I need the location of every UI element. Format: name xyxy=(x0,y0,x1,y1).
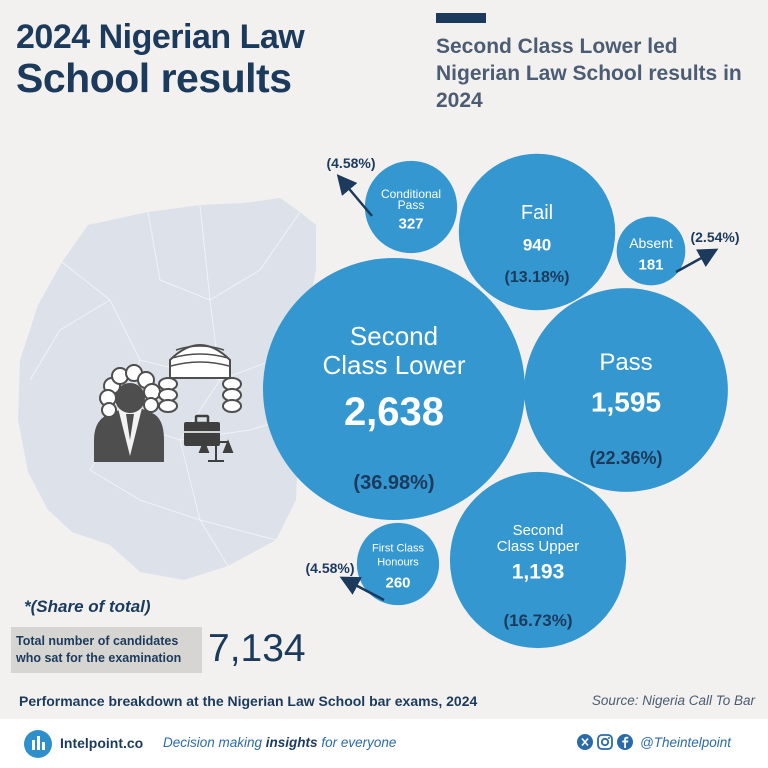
callout-share: (4.58%) xyxy=(305,560,354,576)
bubble-pass: Pass 1,595 (22.36%) xyxy=(524,288,728,492)
bubble-label: Conditional xyxy=(381,187,441,201)
bubble-label: Class Upper xyxy=(497,538,580,555)
bubble-share: (22.36%) xyxy=(589,448,662,468)
total-label-line1: Total number of candidates xyxy=(16,634,179,648)
accent-bar xyxy=(436,13,486,23)
bubble-absent: Absent 181 xyxy=(616,216,686,286)
main-title-line2: School results xyxy=(16,55,292,101)
bubble-label: Pass xyxy=(599,349,652,376)
bubble-value: 327 xyxy=(398,215,423,232)
main-title-line1: 2024 Nigerian Law xyxy=(16,18,305,56)
main-title: 2024 Nigerian Law School results xyxy=(16,18,305,101)
callout-share: (4.58%) xyxy=(326,155,375,171)
bubble-label: Class Lower xyxy=(322,350,465,380)
bubble-circle xyxy=(356,522,440,606)
judge-wig-icon xyxy=(158,344,242,413)
callout-arrow xyxy=(339,576,385,602)
scales-icon xyxy=(198,438,234,462)
bubble-label: Honours xyxy=(377,556,419,568)
total-value: 7,134 xyxy=(208,627,306,670)
bubble-value: 940 xyxy=(523,235,551,254)
chart-caption: Performance breakdown at the Nigerian La… xyxy=(19,693,478,709)
social-handle[interactable]: @Theintelpoint xyxy=(640,735,732,750)
tagline-highlight: insights xyxy=(265,735,318,750)
bubble-circle xyxy=(458,153,616,311)
bubble-label: Fail xyxy=(521,202,553,224)
tagline-pre: Decision making xyxy=(163,735,266,750)
brand-name[interactable]: Intelpoint.co xyxy=(60,735,144,751)
bubble-label: Second xyxy=(513,522,564,539)
tagline-post: for everyone xyxy=(317,735,397,750)
bubble-circle xyxy=(449,471,627,649)
bubble-label: Absent xyxy=(629,235,673,251)
bubble-share: (36.98%) xyxy=(353,472,434,494)
share-note: *(Share of total) xyxy=(24,597,151,616)
total-label: Total number of candidates who sat for t… xyxy=(11,627,202,673)
share-callouts: (4.58%) (4.58%) (2.54%) xyxy=(305,155,740,602)
total-label-line2: who sat for the examination xyxy=(16,651,182,665)
bubble-circle xyxy=(364,160,458,254)
callout-arrow xyxy=(336,174,373,217)
bubble-value: 1,595 xyxy=(591,386,661,417)
bubble-value: 1,193 xyxy=(512,560,565,583)
x-icon[interactable] xyxy=(577,734,593,750)
bubble-share: (16.73%) xyxy=(504,611,573,630)
bubble-value: 2,638 xyxy=(344,390,444,434)
bubble-circle xyxy=(616,216,686,286)
bubble-share: (13.18%) xyxy=(505,269,570,286)
brand-logo-icon[interactable] xyxy=(24,730,52,758)
facebook-icon[interactable] xyxy=(617,734,633,750)
lawyer-icon xyxy=(94,364,164,462)
bubble-value: 181 xyxy=(638,256,663,273)
chart-subtitle: Second Class Lower led Nigerian Law Scho… xyxy=(436,35,742,112)
callout-share: (2.54%) xyxy=(690,229,739,245)
bubble-first-class-honours: First Class Honours 260 xyxy=(356,522,440,606)
instagram-icon[interactable] xyxy=(597,734,613,750)
tagline: Decision making insights for everyone xyxy=(163,735,396,750)
bubble-fail: Fail 940 (13.18%) xyxy=(458,153,616,311)
bubble-label: Second xyxy=(350,321,438,351)
bubble-circle xyxy=(524,288,728,492)
bubble-circle xyxy=(263,258,525,520)
bubble-value: 260 xyxy=(385,575,410,592)
briefcase-icon xyxy=(184,414,220,446)
bubble-label: First Class xyxy=(372,542,424,554)
footer-bar: Intelpoint.co Decision making insights f… xyxy=(0,719,768,768)
bubble-label: Pass xyxy=(398,198,425,212)
callout-arrow xyxy=(675,248,719,274)
source-note: Source: Nigeria Call To Bar xyxy=(591,693,755,708)
